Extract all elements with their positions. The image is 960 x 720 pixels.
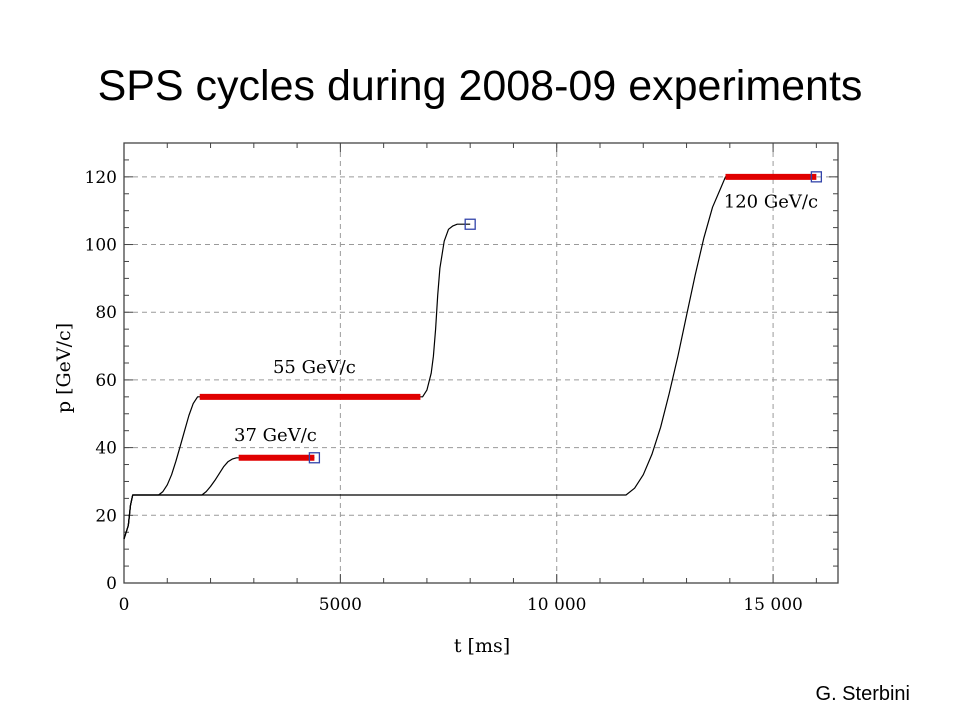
- y-axis-label: p [GeV/c]: [53, 323, 75, 413]
- y-tick-label-3: 60: [95, 371, 117, 391]
- author-credit: G. Sterbini: [815, 683, 910, 705]
- y-tick-label-0: 0: [106, 574, 117, 594]
- y-tick-label-5: 100: [85, 236, 117, 256]
- annotation-1: 37 GeV/c: [234, 425, 317, 446]
- flattop-bars: [199, 173, 817, 461]
- y-tick-label-2: 40: [95, 439, 117, 459]
- x-tick-label-3: 15 000: [743, 595, 802, 615]
- y-tick-label-4: 80: [95, 303, 117, 323]
- cycle-curve-1: [123, 223, 471, 540]
- extraction-markers: [308, 171, 823, 464]
- cycle-curve-0: [123, 457, 315, 540]
- extraction-marker-2: [810, 171, 823, 183]
- y-tick-label-1: 20: [95, 506, 117, 526]
- x-axis-label: t [ms]: [454, 635, 510, 657]
- x-tick-label-1: 5000: [319, 595, 362, 615]
- x-axis-ticks: 0 5000 10 000 15 000: [119, 143, 817, 615]
- x-tick-label-2: 10 000: [527, 595, 586, 615]
- annotation-0: 55 GeV/c: [273, 357, 356, 378]
- y-axis-ticks: 0 20 40 60 80 100 120: [85, 142, 838, 594]
- extraction-marker-1: [464, 218, 476, 230]
- annotation-2: 120 GeV/c: [724, 191, 818, 212]
- cycle-annotations: 55 GeV/c 37 GeV/c 120 GeV/c: [234, 191, 818, 446]
- momentum-time-chart: 0 5000 10 000 15 000 0 20 40 60 80 100 120 55 GeV…: [53, 142, 839, 657]
- slide-title: SPS cycles during 2008-09 experiments: [97, 62, 863, 110]
- cycle-curve-2: [123, 176, 817, 540]
- cycle-curves: [123, 176, 817, 540]
- y-tick-label-6: 120: [85, 168, 117, 188]
- grid-lines: [124, 143, 838, 583]
- extraction-marker-0: [308, 452, 321, 464]
- x-tick-label-0: 0: [119, 595, 130, 615]
